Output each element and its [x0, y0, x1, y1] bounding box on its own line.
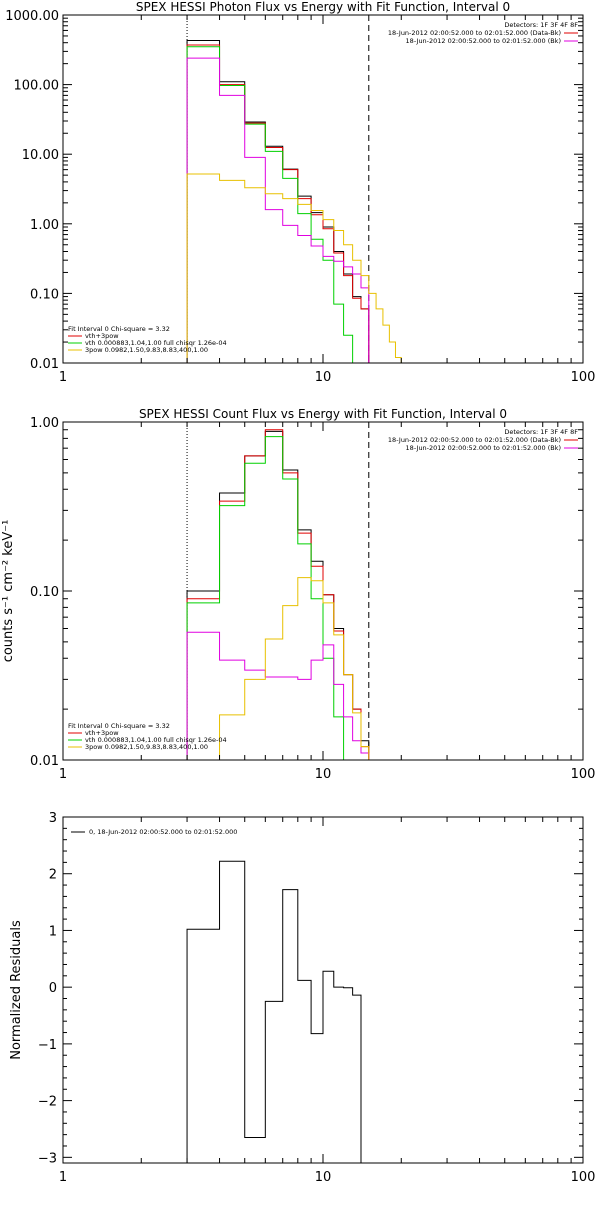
- detectors-text: Detectors: 1F 3F 4F 8F: [504, 21, 578, 29]
- fit-legend: Fit Interval 0 Chi-square = 3.32vth+3pow…: [68, 722, 227, 751]
- series-group: [186, 429, 370, 760]
- fit-legend-entry: 3pow 0.0982,1.50,9.83,8.83,400,1.00: [85, 743, 208, 751]
- y-axis: 3 2 1 0 −1 −2 −3: [38, 811, 583, 1166]
- y-axis-label: counts s⁻¹ cm⁻² keV⁻¹: [1, 520, 16, 663]
- y-tick-label: 100.00: [14, 79, 60, 94]
- x-tick-label: 1: [59, 767, 67, 782]
- y-tick-label: 0.01: [30, 754, 59, 769]
- panel-title: SPEX HESSI Count Flux vs Energy with Fit…: [139, 407, 507, 421]
- y-tick-label: −3: [38, 1151, 57, 1166]
- data-bk-interval-text: 18-Jun-2012 02:00:52.000 to 02:01:52.000…: [388, 436, 561, 444]
- fit-legend-entry: vth 0.000883,1.04,1.00 full chisqr 1.26e…: [85, 736, 227, 744]
- series-line-1: [186, 860, 362, 1163]
- plot-frame: [62, 14, 584, 364]
- y-tick-label: 1.00: [30, 416, 59, 431]
- detectors-text: Detectors: 1F 3F 4F 8F: [504, 428, 578, 436]
- x-axis: 1 10 100: [59, 817, 596, 1185]
- x-tick-label: 1: [59, 1170, 67, 1185]
- y-axis: 0.01 0.10 1.00: [30, 416, 583, 769]
- x-tick-label: 100: [571, 1170, 596, 1185]
- bk-interval-text: 18-Jun-2012 02:00:52.000 to 02:01:52.000…: [406, 444, 561, 452]
- x-tick-label: 100: [571, 767, 596, 782]
- x-tick-label: 1: [59, 370, 67, 385]
- fit-legend-header: Fit Interval 0 Chi-square = 3.32: [68, 325, 170, 333]
- data-bk-interval-text: 18-Jun-2012 02:00:52.000 to 02:01:52.000…: [388, 29, 561, 37]
- series-line-4: [186, 57, 370, 363]
- y-tick-label: 0: [49, 981, 57, 996]
- y-tick-label: 0.01: [30, 357, 59, 372]
- y-tick-label: 0.10: [30, 287, 59, 302]
- panel-1: SPEX HESSI Photon Flux vs Energy with Fi…: [5, 0, 595, 385]
- fit-legend-entry: vth+3pow: [85, 332, 119, 340]
- panel-title: SPEX HESSI Photon Flux vs Energy with Fi…: [136, 0, 510, 14]
- fit-legend-entry: 3pow 0.0982,1.50,9.83,8.83,400,1.00: [85, 346, 208, 354]
- fit-legend-entry: vth+3pow: [85, 729, 119, 737]
- series-line-2: [186, 429, 370, 760]
- y-tick-label: 0.10: [30, 585, 59, 600]
- fit-legend-header: Fit Interval 0 Chi-square = 3.32: [68, 722, 170, 730]
- y-tick-label: 1.00: [30, 218, 59, 233]
- x-tick-label: 10: [315, 370, 332, 385]
- y-tick-label: −2: [38, 1095, 57, 1110]
- series-line-1: [186, 430, 370, 760]
- y-axis: 0.01 0.10 1.00 10.00 100.00 1000.00: [5, 9, 583, 372]
- x-tick-label: 10: [315, 1170, 332, 1185]
- bk-interval-text: 18-Jun-2012 02:00:52.000 to 02:01:52.000…: [406, 37, 561, 45]
- x-axis: 1 10 100: [59, 422, 596, 782]
- series-line-5: [186, 173, 402, 363]
- series-line-1: [186, 40, 370, 363]
- series-line-2: [186, 44, 370, 363]
- series-line-4: [186, 631, 370, 760]
- series-line-5: [186, 577, 370, 760]
- y-tick-label: 3: [49, 811, 57, 826]
- x-axis: 1 10 100: [59, 15, 596, 385]
- x-tick-label: 10: [315, 767, 332, 782]
- series-line-3: [186, 436, 354, 760]
- fit-legend-entry: vth 0.000883,1.04,1.00 full chisqr 1.26e…: [85, 339, 227, 347]
- fit-legend: Fit Interval 0 Chi-square = 3.32vth+3pow…: [68, 325, 227, 354]
- residual-legend: 0, 18-Jun-2012 02:00:52.000 to 02:01:52.…: [71, 828, 237, 836]
- y-tick-label: 10.00: [22, 148, 59, 163]
- series-group: [186, 860, 362, 1163]
- y-tick-label: 1: [49, 924, 57, 939]
- series-group: [186, 40, 402, 363]
- x-tick-label: 100: [571, 370, 596, 385]
- y-tick-label: −1: [38, 1038, 57, 1053]
- y-axis-label: Normalized Residuals: [9, 920, 24, 1060]
- y-tick-label: 2: [49, 868, 57, 883]
- y-tick-label: 1000.00: [5, 9, 59, 24]
- panel-2: SPEX HESSI Count Flux vs Energy with Fit…: [1, 407, 595, 782]
- series-line-3: [186, 46, 362, 363]
- residual-legend-label: 0, 18-Jun-2012 02:00:52.000 to 02:01:52.…: [89, 828, 237, 836]
